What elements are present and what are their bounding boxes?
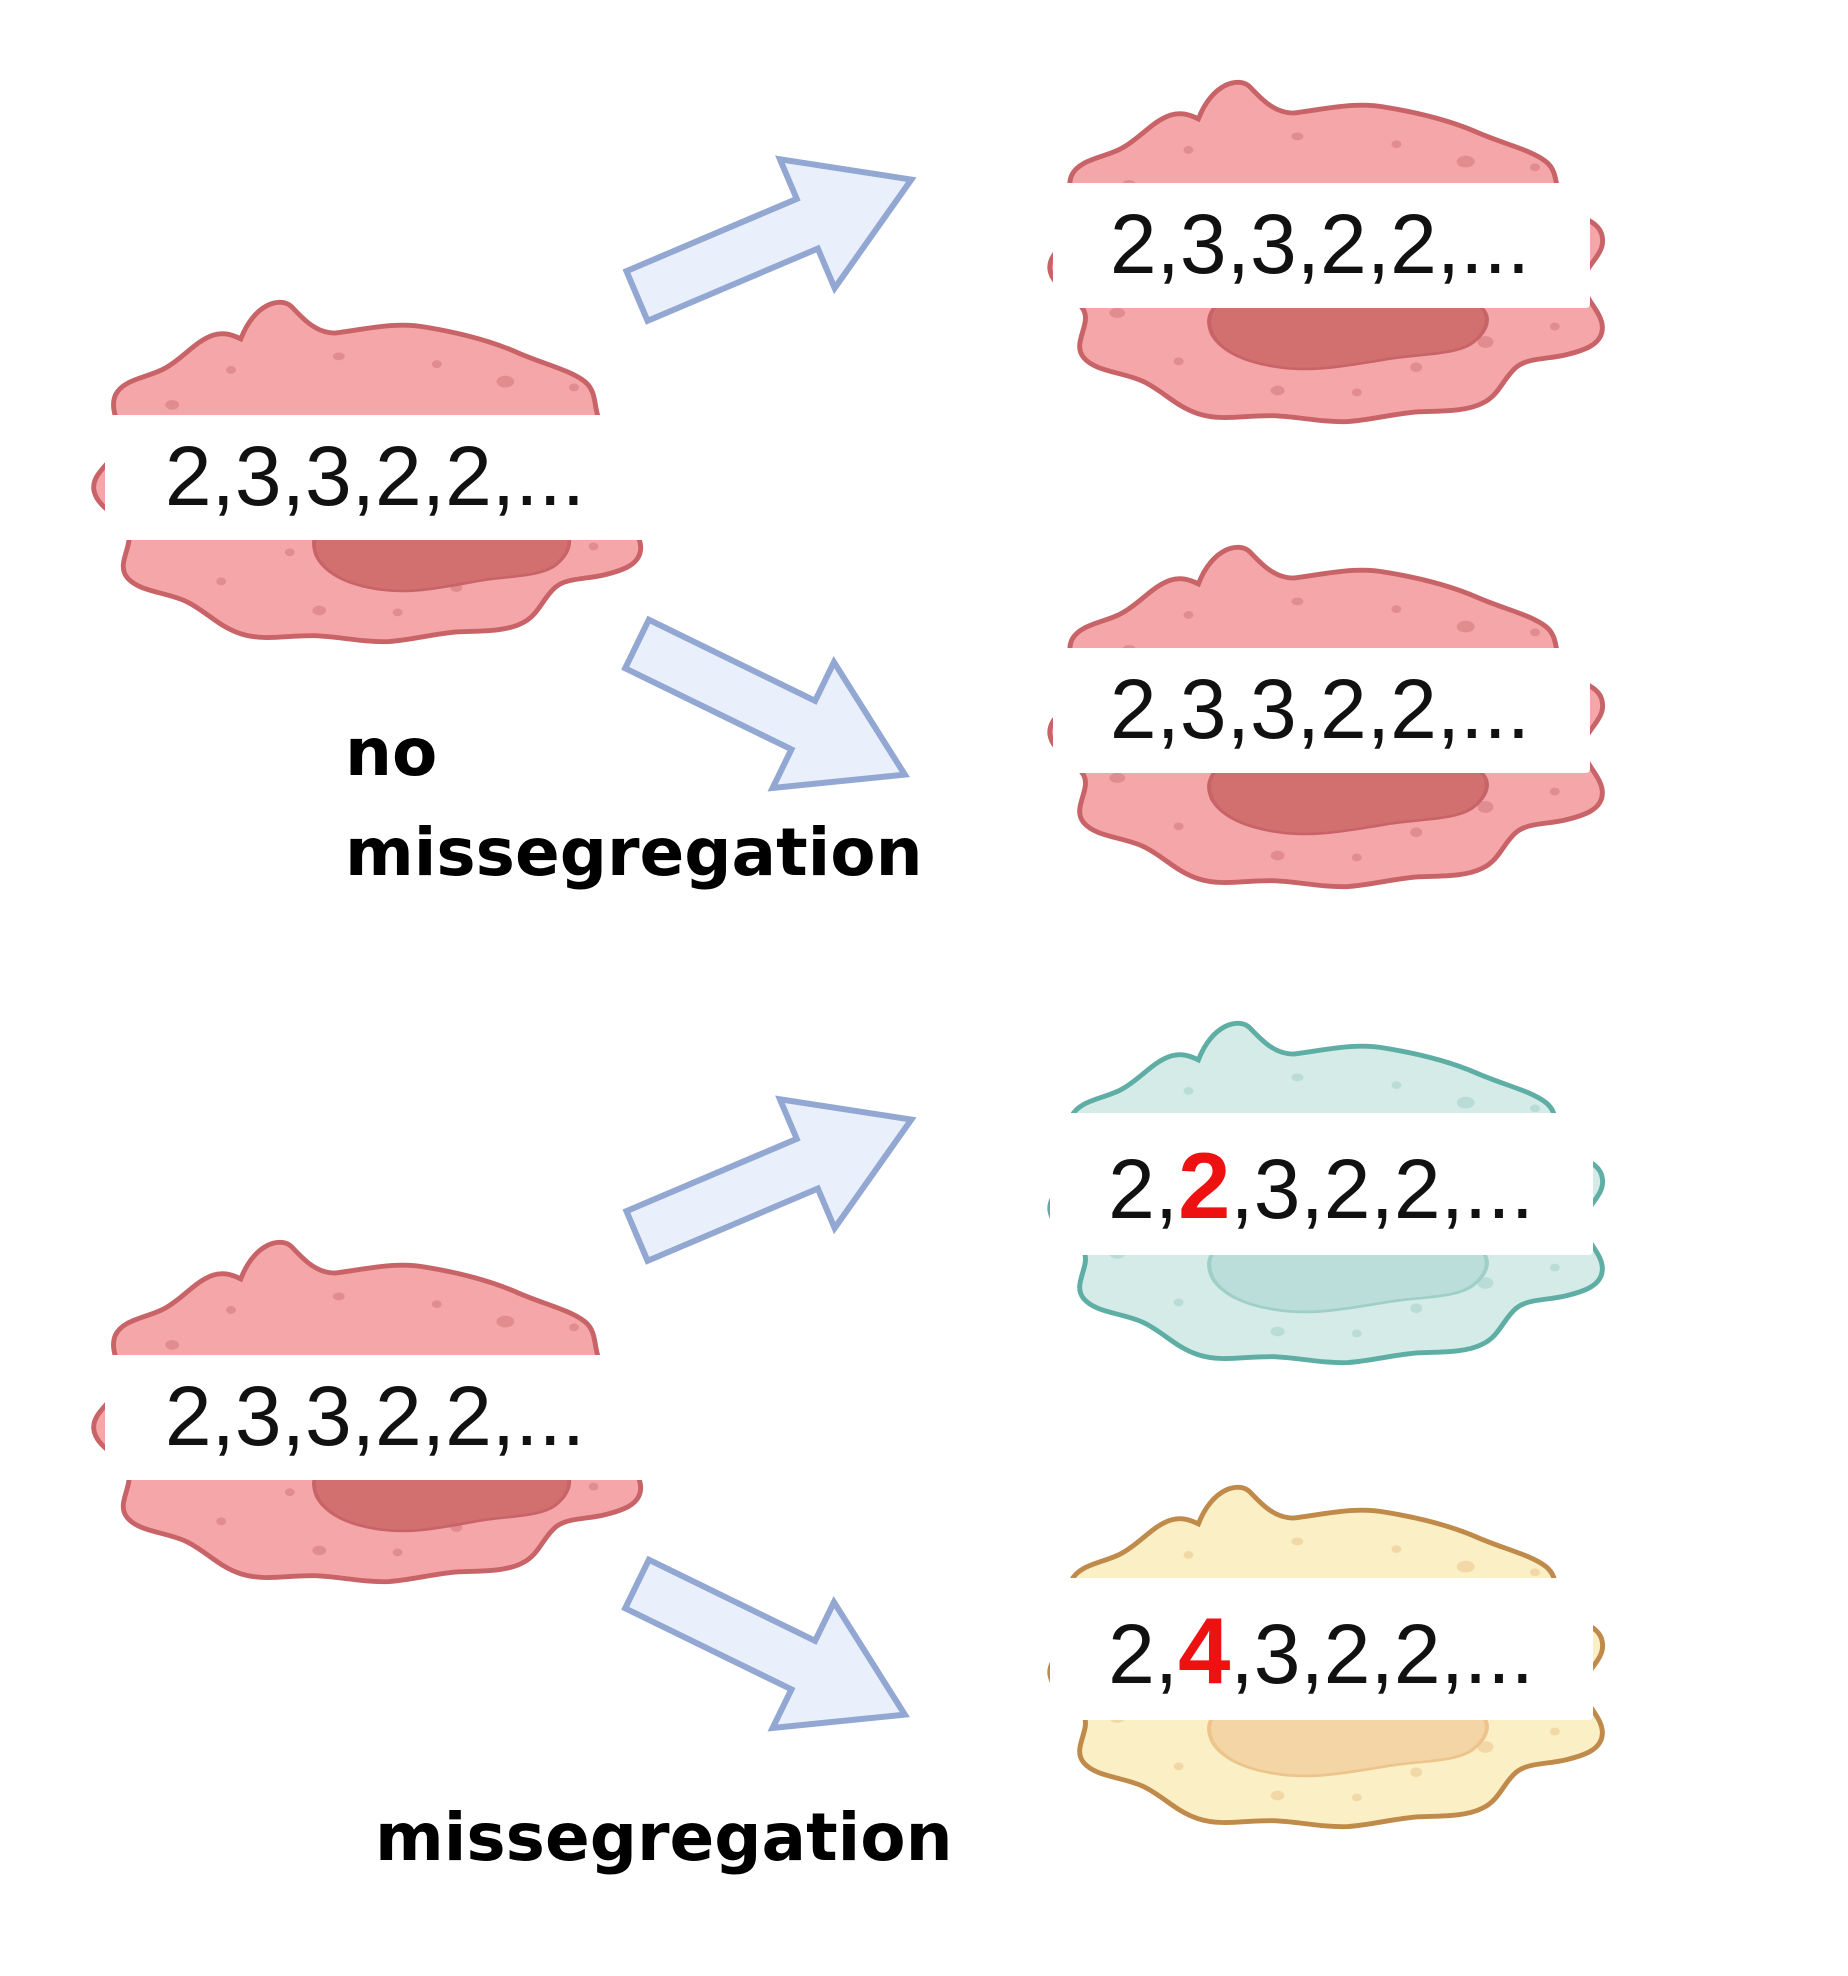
karyotype-suffix: ,3,2,2,... bbox=[1230, 1607, 1534, 1701]
label-no: no bbox=[345, 714, 437, 791]
karyotype-box bbox=[1050, 1113, 1593, 1255]
karyotype-text: 2,3,3,2,2,... bbox=[1110, 662, 1530, 756]
karyotype-text: 2,2,3,2,2,... bbox=[1108, 1133, 1534, 1238]
karyotype-box bbox=[1053, 648, 1590, 773]
karyotype-prefix: 2, bbox=[1108, 1142, 1178, 1236]
changed-copy-number: 2 bbox=[1178, 1133, 1230, 1238]
karyotype-box bbox=[1050, 1578, 1593, 1720]
karyotype-text: 2,3,3,2,2,... bbox=[1110, 197, 1530, 291]
arrow-down-right bbox=[606, 1521, 935, 1777]
karyotype-box bbox=[105, 1355, 645, 1480]
changed-copy-number: 4 bbox=[1178, 1598, 1230, 1703]
karyotype-text: 2,3,3,2,2,... bbox=[165, 429, 585, 523]
label-missegregation: missegregation bbox=[375, 1799, 953, 1876]
arrow-up-right bbox=[610, 1055, 939, 1300]
karyotype-text: 2,4,3,2,2,... bbox=[1108, 1598, 1534, 1703]
karyotype-prefix: 2, bbox=[1108, 1607, 1178, 1701]
karyotype-suffix: ,3,2,2,... bbox=[1230, 1142, 1534, 1236]
label-no-missegregation: missegregation bbox=[345, 814, 923, 891]
karyotype-box bbox=[1053, 183, 1590, 308]
karyotype-box bbox=[105, 415, 645, 540]
arrow-up-right bbox=[610, 115, 939, 360]
karyotype-text: 2,3,3,2,2,... bbox=[165, 1369, 585, 1463]
arrow-down-right bbox=[606, 581, 935, 837]
